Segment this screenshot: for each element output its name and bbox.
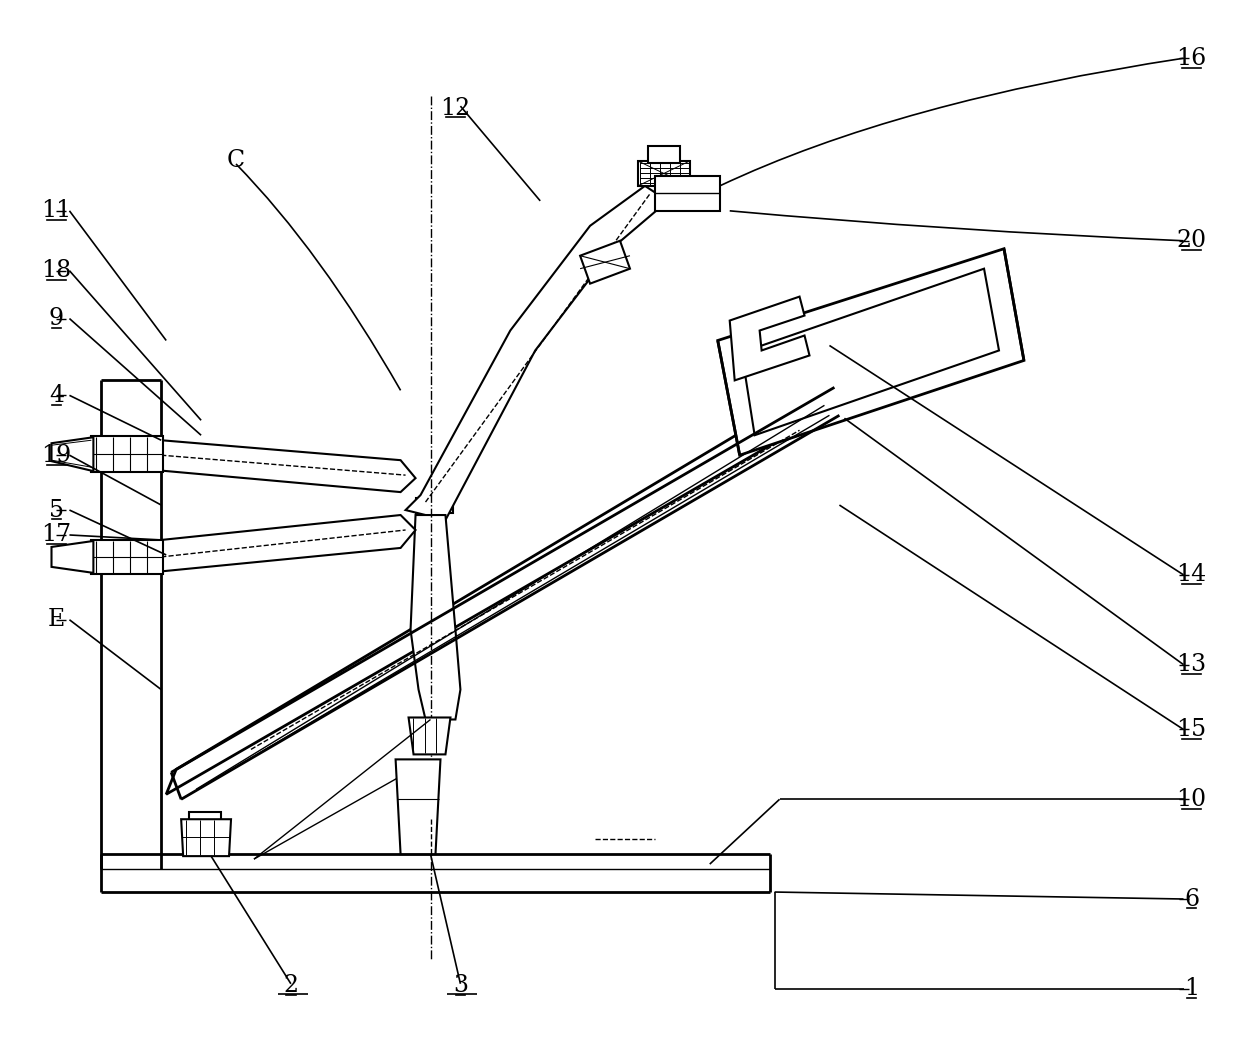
- Text: 17: 17: [41, 523, 72, 547]
- Polygon shape: [742, 269, 999, 435]
- Polygon shape: [396, 759, 440, 854]
- Polygon shape: [181, 819, 231, 856]
- Text: 3: 3: [453, 974, 467, 997]
- Text: 13: 13: [1177, 653, 1207, 676]
- Polygon shape: [92, 436, 164, 472]
- Polygon shape: [52, 541, 93, 573]
- Text: 12: 12: [440, 97, 470, 120]
- Polygon shape: [637, 161, 689, 186]
- Polygon shape: [92, 540, 164, 574]
- Text: 19: 19: [41, 443, 72, 466]
- Polygon shape: [729, 297, 810, 380]
- Text: 6: 6: [1184, 888, 1199, 911]
- Text: E: E: [48, 609, 66, 631]
- Text: 11: 11: [41, 199, 72, 222]
- Polygon shape: [580, 241, 630, 283]
- Bar: [190, 812, 221, 821]
- Polygon shape: [410, 515, 460, 719]
- Text: 10: 10: [1177, 788, 1207, 811]
- Text: 4: 4: [48, 384, 64, 406]
- Polygon shape: [52, 437, 93, 471]
- Text: 18: 18: [41, 259, 72, 282]
- Text: 20: 20: [1177, 230, 1207, 253]
- Bar: [415, 498, 454, 513]
- Text: 9: 9: [48, 307, 64, 330]
- Bar: [423, 513, 444, 535]
- Polygon shape: [405, 186, 668, 520]
- Polygon shape: [156, 515, 415, 572]
- Polygon shape: [655, 176, 719, 211]
- Text: 14: 14: [1177, 563, 1207, 587]
- Text: 16: 16: [1177, 46, 1207, 69]
- Polygon shape: [649, 146, 680, 163]
- Polygon shape: [718, 249, 1024, 455]
- Polygon shape: [156, 440, 415, 492]
- Polygon shape: [166, 385, 839, 794]
- Text: 5: 5: [50, 498, 64, 521]
- Text: 1: 1: [1184, 977, 1199, 1000]
- Text: 15: 15: [1177, 718, 1207, 741]
- Text: C: C: [227, 150, 246, 173]
- Polygon shape: [408, 717, 450, 754]
- Text: 2: 2: [283, 974, 299, 997]
